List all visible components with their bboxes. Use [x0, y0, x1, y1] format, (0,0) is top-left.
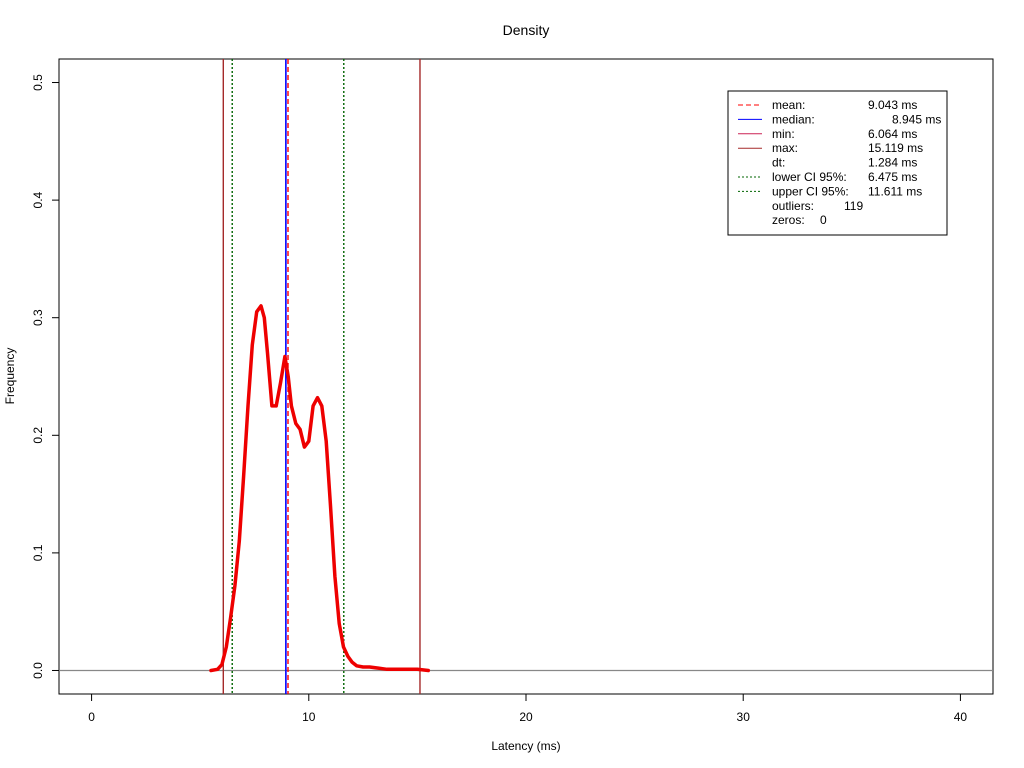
legend-value: 6.064 ms: [868, 127, 917, 141]
legend-value: 119: [844, 199, 863, 213]
legend-label: max:: [772, 141, 798, 155]
legend-label: zeros:: [772, 213, 805, 227]
y-axis-ticks: 0.0 0.1 0.2 0.3 0.4 0.5: [31, 74, 59, 679]
density-curve: [209, 304, 431, 673]
x-axis-ticks: 0 10 20 30 40: [88, 694, 967, 724]
legend: mean: 9.043 ms median: 8.945 ms min: 6.064 ms…: [727, 90, 948, 236]
legend-label: outliers:: [772, 199, 814, 213]
legend-value: 9.043 ms: [868, 98, 917, 112]
y-tick-label: 0.0: [31, 662, 45, 679]
y-tick-label: 0.4: [31, 191, 45, 208]
x-tick-label: 20: [519, 710, 533, 724]
legend-value: 1.284 ms: [868, 156, 917, 170]
y-tick-label: 0.1: [31, 544, 45, 561]
legend-label: median:: [772, 112, 815, 126]
y-tick-label: 0.3: [31, 309, 45, 326]
y-tick-label: 0.2: [31, 427, 45, 444]
legend-value: 8.945 ms: [892, 112, 941, 126]
y-tick-label: 0.5: [31, 74, 45, 91]
plot-area: [59, 59, 993, 694]
legend-label: upper CI 95%:: [772, 184, 849, 198]
x-tick-label: 40: [954, 710, 968, 724]
x-tick-label: 10: [302, 710, 316, 724]
legend-box: [727, 90, 948, 236]
x-tick-label: 30: [737, 710, 751, 724]
y-axis-label: Frequency: [3, 348, 17, 405]
x-tick-label: 0: [88, 710, 95, 724]
chart-title: Density: [503, 22, 550, 38]
legend-label: dt:: [772, 156, 785, 170]
legend-value: 15.119 ms: [868, 141, 923, 155]
legend-label: lower CI 95%:: [772, 170, 847, 184]
legend-value: 11.611 ms: [868, 184, 922, 198]
legend-value: 6.475 ms: [868, 170, 917, 184]
legend-label: mean:: [772, 98, 805, 112]
legend-value: 0: [820, 213, 827, 227]
x-axis-label: Latency (ms): [491, 739, 560, 753]
legend-label: min:: [772, 127, 795, 141]
